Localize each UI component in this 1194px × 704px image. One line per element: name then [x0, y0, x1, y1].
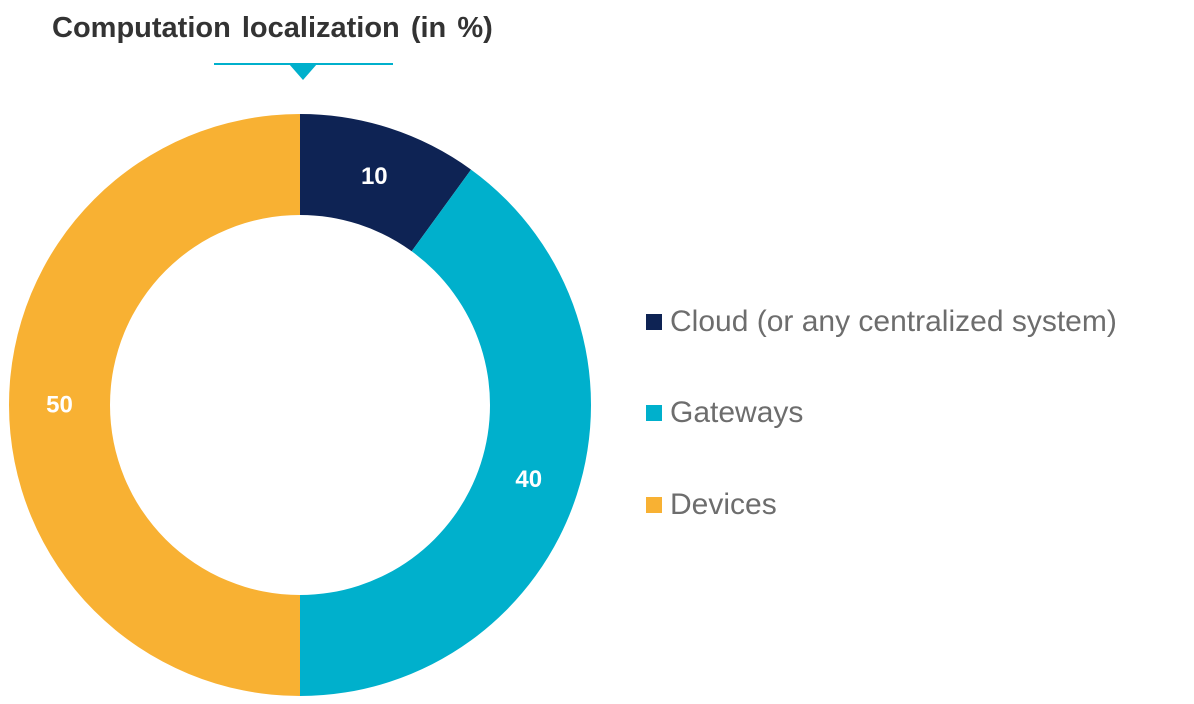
legend-label: Gateways — [670, 396, 804, 429]
chart-title: Computation localization (in %) — [52, 12, 493, 44]
legend-item: Devices — [646, 488, 777, 522]
legend-swatch-icon — [646, 405, 662, 421]
donut-slice-2 — [9, 114, 300, 696]
data-label-2: 50 — [46, 392, 73, 419]
data-label-1: 40 — [515, 466, 542, 493]
donut-slice-1 — [300, 169, 592, 696]
donut-slice-0 — [300, 114, 472, 252]
legend-swatch-icon — [646, 497, 662, 513]
legend-label: Cloud (or any centralized system) — [670, 305, 1117, 338]
legend-swatch-icon — [646, 314, 662, 330]
title-pointer-icon — [289, 64, 317, 80]
data-label-0: 10 — [361, 163, 388, 190]
legend-item: Gateways — [646, 396, 803, 430]
legend-item: Cloud (or any centralized system) — [646, 305, 1117, 339]
legend-label: Devices — [670, 488, 777, 521]
